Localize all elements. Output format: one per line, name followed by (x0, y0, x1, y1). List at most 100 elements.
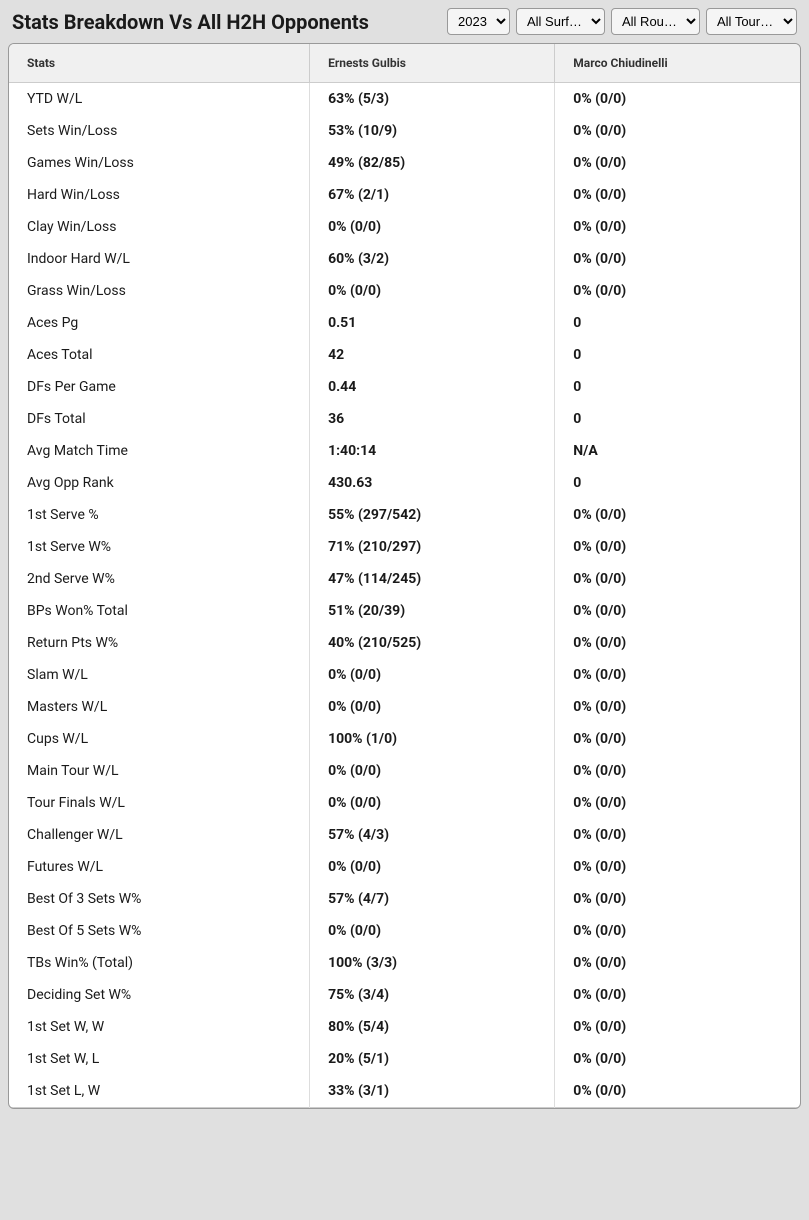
table-row: Challenger W/L57% (4/3)0% (0/0) (9, 819, 800, 851)
stat-label: Tour Finals W/L (9, 787, 310, 819)
stat-label: Indoor Hard W/L (9, 243, 310, 275)
player1-value: 100% (3/3) (310, 947, 555, 979)
table-row: Sets Win/Loss53% (10/9)0% (0/0) (9, 115, 800, 147)
stat-label: Games Win/Loss (9, 147, 310, 179)
table-row: Grass Win/Loss0% (0/0)0% (0/0) (9, 275, 800, 307)
player2-value: 0 (555, 307, 800, 339)
stat-label: Grass Win/Loss (9, 275, 310, 307)
player2-value: 0 (555, 403, 800, 435)
table-row: 2nd Serve W%47% (114/245)0% (0/0) (9, 563, 800, 595)
player2-value: 0% (0/0) (555, 595, 800, 627)
player2-value: 0% (0/0) (555, 979, 800, 1011)
stat-label: BPs Won% Total (9, 595, 310, 627)
stat-label: Main Tour W/L (9, 755, 310, 787)
stat-label: Aces Pg (9, 307, 310, 339)
stat-label: Deciding Set W% (9, 979, 310, 1011)
stat-label: 1st Set W, W (9, 1011, 310, 1043)
player1-value: 67% (2/1) (310, 179, 555, 211)
stat-label: 1st Serve % (9, 499, 310, 531)
table-row: YTD W/L63% (5/3)0% (0/0) (9, 83, 800, 116)
player1-value: 0% (0/0) (310, 851, 555, 883)
table-row: Indoor Hard W/L60% (3/2)0% (0/0) (9, 243, 800, 275)
player1-value: 71% (210/297) (310, 531, 555, 563)
year-filter[interactable]: 2023 (447, 8, 510, 35)
table-row: Clay Win/Loss0% (0/0)0% (0/0) (9, 211, 800, 243)
stat-label: YTD W/L (9, 83, 310, 116)
table-row: DFs Per Game0.440 (9, 371, 800, 403)
player1-value: 57% (4/7) (310, 883, 555, 915)
stat-label: Slam W/L (9, 659, 310, 691)
player1-value: 20% (5/1) (310, 1043, 555, 1075)
player1-value: 0.51 (310, 307, 555, 339)
stat-label: Avg Match Time (9, 435, 310, 467)
player1-value: 0% (0/0) (310, 915, 555, 947)
player1-value: 42 (310, 339, 555, 371)
column-header-player1: Ernests Gulbis (310, 44, 555, 83)
player1-value: 55% (297/542) (310, 499, 555, 531)
player2-value: 0% (0/0) (555, 1011, 800, 1043)
stat-label: Challenger W/L (9, 819, 310, 851)
table-row: Avg Opp Rank430.630 (9, 467, 800, 499)
player1-value: 0% (0/0) (310, 211, 555, 243)
stat-label: Avg Opp Rank (9, 467, 310, 499)
table-row: Best Of 5 Sets W%0% (0/0)0% (0/0) (9, 915, 800, 947)
table-row: Aces Pg0.510 (9, 307, 800, 339)
stat-label: Best Of 5 Sets W% (9, 915, 310, 947)
player2-value: 0% (0/0) (555, 563, 800, 595)
player1-value: 100% (1/0) (310, 723, 555, 755)
player2-value: 0% (0/0) (555, 499, 800, 531)
player1-value: 33% (3/1) (310, 1075, 555, 1108)
player1-value: 47% (114/245) (310, 563, 555, 595)
surface-filter[interactable]: All Surf… (516, 8, 605, 35)
tour-filter[interactable]: All Tour… (706, 8, 797, 35)
stat-label: Aces Total (9, 339, 310, 371)
table-row: BPs Won% Total51% (20/39)0% (0/0) (9, 595, 800, 627)
table-row: Best Of 3 Sets W%57% (4/7)0% (0/0) (9, 883, 800, 915)
player2-value: 0% (0/0) (555, 1043, 800, 1075)
stat-label: Futures W/L (9, 851, 310, 883)
player2-value: 0% (0/0) (555, 115, 800, 147)
player1-value: 80% (5/4) (310, 1011, 555, 1043)
stats-table: Stats Ernests Gulbis Marco Chiudinelli Y… (9, 44, 800, 1108)
stat-label: 1st Set W, L (9, 1043, 310, 1075)
player1-value: 36 (310, 403, 555, 435)
player1-value: 0% (0/0) (310, 787, 555, 819)
player1-value: 0% (0/0) (310, 755, 555, 787)
player2-value: 0% (0/0) (555, 723, 800, 755)
player1-value: 0% (0/0) (310, 691, 555, 723)
player1-value: 60% (3/2) (310, 243, 555, 275)
player2-value: 0% (0/0) (555, 627, 800, 659)
table-header-row: Stats Ernests Gulbis Marco Chiudinelli (9, 44, 800, 83)
player1-value: 1:40:14 (310, 435, 555, 467)
player2-value: 0% (0/0) (555, 915, 800, 947)
table-row: 1st Set L, W33% (3/1)0% (0/0) (9, 1075, 800, 1108)
stat-label: Clay Win/Loss (9, 211, 310, 243)
stat-label: Return Pts W% (9, 627, 310, 659)
stat-label: Masters W/L (9, 691, 310, 723)
stat-label: 1st Serve W% (9, 531, 310, 563)
table-row: 1st Set W, W80% (5/4)0% (0/0) (9, 1011, 800, 1043)
player2-value: 0% (0/0) (555, 755, 800, 787)
round-filter[interactable]: All Rou… (611, 8, 700, 35)
player1-value: 430.63 (310, 467, 555, 499)
player2-value: 0% (0/0) (555, 179, 800, 211)
table-row: Cups W/L100% (1/0)0% (0/0) (9, 723, 800, 755)
column-header-player2: Marco Chiudinelli (555, 44, 800, 83)
player1-value: 0% (0/0) (310, 275, 555, 307)
stat-label: 2nd Serve W% (9, 563, 310, 595)
player1-value: 57% (4/3) (310, 819, 555, 851)
table-row: Futures W/L0% (0/0)0% (0/0) (9, 851, 800, 883)
player2-value: 0% (0/0) (555, 819, 800, 851)
table-row: 1st Serve %55% (297/542)0% (0/0) (9, 499, 800, 531)
table-row: 1st Set W, L20% (5/1)0% (0/0) (9, 1043, 800, 1075)
stat-label: Hard Win/Loss (9, 179, 310, 211)
stat-label: TBs Win% (Total) (9, 947, 310, 979)
player1-value: 40% (210/525) (310, 627, 555, 659)
table-row: Return Pts W%40% (210/525)0% (0/0) (9, 627, 800, 659)
player1-value: 53% (10/9) (310, 115, 555, 147)
table-row: Main Tour W/L0% (0/0)0% (0/0) (9, 755, 800, 787)
player2-value: 0% (0/0) (555, 1075, 800, 1108)
player2-value: 0% (0/0) (555, 787, 800, 819)
filters-bar: 2023 All Surf… All Rou… All Tour… (447, 8, 797, 35)
player2-value: 0% (0/0) (555, 659, 800, 691)
